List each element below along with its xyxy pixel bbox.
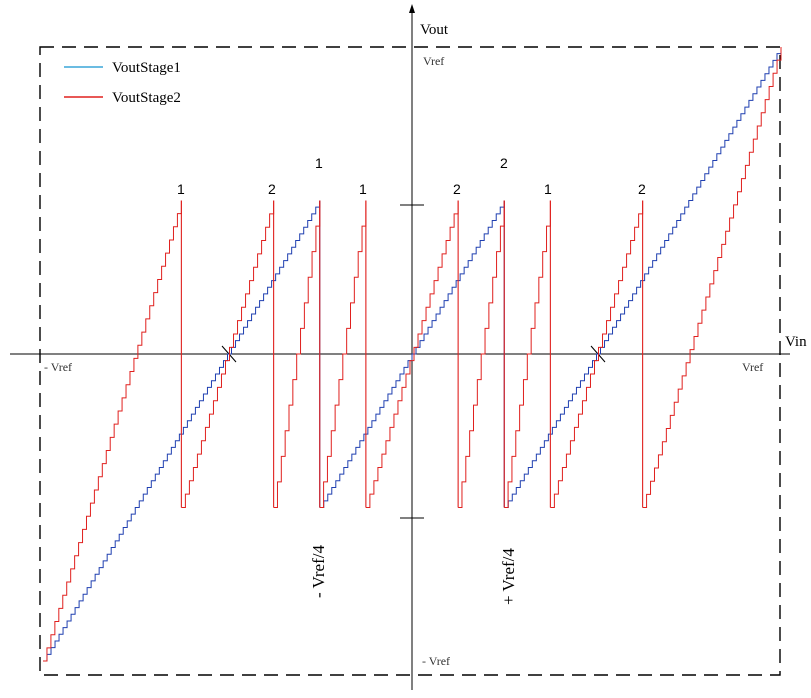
legend-stage2-label: VoutStage2	[112, 90, 181, 106]
series-ramp-segment	[43, 200, 182, 662]
y-axis-arrow-icon	[409, 4, 415, 13]
series-ramp-segment	[43, 200, 321, 662]
segment-label: 2	[500, 155, 508, 171]
x-neg-vref-label: - Vref	[44, 360, 72, 374]
segment-label: 1	[544, 181, 552, 197]
y-axis-label: Vout	[420, 22, 449, 38]
series-ramp-segment	[642, 47, 782, 508]
series-ramp-segment	[504, 47, 782, 508]
segment-label: 2	[268, 181, 276, 197]
pos-quarter-vref-label: + Vref/4	[499, 548, 518, 605]
series-ramp-segment	[504, 200, 551, 508]
series-ramp-segment	[365, 200, 459, 508]
y-neg-vref-label: - Vref	[422, 654, 450, 668]
segment-label: 1	[177, 181, 185, 197]
vref-boundary-box	[39, 46, 781, 676]
series-ramp-segment	[181, 200, 275, 508]
segment-label: 1	[359, 181, 367, 197]
x-axis-label: Vin	[785, 334, 807, 350]
segment-label: 2	[453, 181, 461, 197]
legend-stage1-label: VoutStage1	[112, 60, 181, 76]
series-voutstage2	[43, 47, 782, 662]
segment-label: 1	[315, 155, 323, 171]
neg-quarter-vref-label: - Vref/4	[309, 545, 328, 598]
series-ramp-segment	[458, 200, 505, 508]
series-ramp-segment	[319, 200, 367, 508]
x-pos-vref-label: Vref	[742, 360, 763, 374]
series-ramp-segment	[319, 200, 505, 508]
series-ramp-segment	[550, 200, 644, 508]
segment-label: 2	[638, 181, 646, 197]
y-pos-vref-label: Vref	[423, 54, 444, 68]
series-ramp-segment	[273, 200, 321, 508]
